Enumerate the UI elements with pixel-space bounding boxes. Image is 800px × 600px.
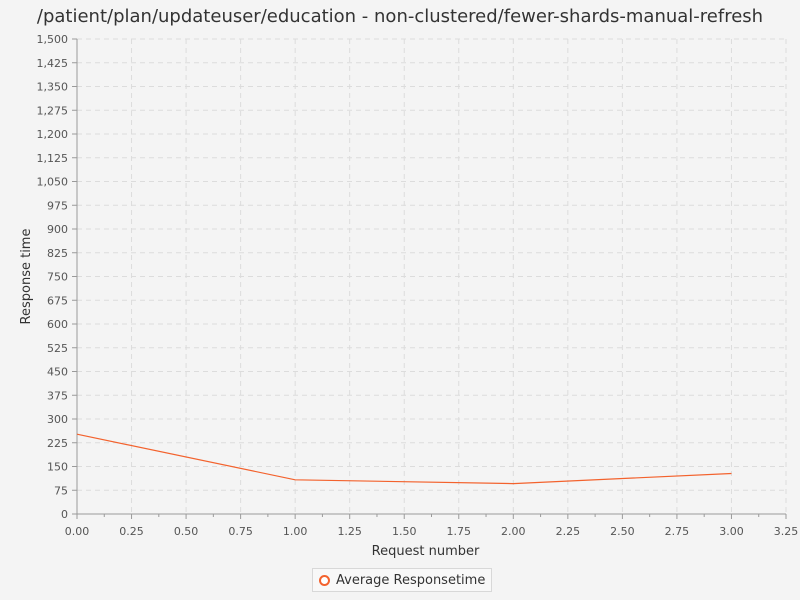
y-tick-label: 375 bbox=[47, 389, 68, 402]
y-tick-label: 0 bbox=[61, 508, 68, 521]
x-tick-label: 2.75 bbox=[665, 525, 690, 538]
x-tick-label: 0.50 bbox=[174, 525, 199, 538]
x-tick-label: 2.50 bbox=[610, 525, 635, 538]
y-tick-label: 750 bbox=[47, 271, 68, 284]
legend: Average Responsetime bbox=[312, 568, 492, 592]
legend-label: Average Responsetime bbox=[336, 573, 485, 588]
y-tick-label: 675 bbox=[47, 294, 68, 307]
x-tick-label: 1.25 bbox=[337, 525, 362, 538]
x-tick-label: 1.75 bbox=[447, 525, 472, 538]
x-axis-title: Request number bbox=[372, 544, 480, 559]
y-tick-label: 600 bbox=[47, 318, 68, 331]
legend-marker-icon bbox=[319, 575, 330, 586]
x-tick-label: 2.25 bbox=[556, 525, 581, 538]
y-tick-label: 450 bbox=[47, 366, 68, 379]
x-tick-label: 0.25 bbox=[119, 525, 144, 538]
x-tick-label: 2.00 bbox=[501, 525, 526, 538]
y-tick-label: 150 bbox=[47, 461, 68, 474]
y-tick-label: 1,050 bbox=[37, 176, 69, 189]
y-tick-label: 225 bbox=[47, 437, 68, 450]
y-tick-label: 1,500 bbox=[37, 33, 69, 46]
y-tick-label: 1,200 bbox=[37, 128, 69, 141]
y-tick-label: 1,425 bbox=[37, 57, 69, 70]
y-tick-label: 975 bbox=[47, 199, 68, 212]
y-axis-title: Response time bbox=[19, 229, 34, 325]
x-tick-label: 0.75 bbox=[228, 525, 253, 538]
x-tick-label: 3.00 bbox=[719, 525, 744, 538]
x-tick-label: 1.50 bbox=[392, 525, 417, 538]
y-tick-label: 525 bbox=[47, 342, 68, 355]
y-tick-label: 825 bbox=[47, 247, 68, 260]
x-tick-label: 1.00 bbox=[283, 525, 308, 538]
grid-lines bbox=[77, 39, 786, 514]
y-tick-label: 1,350 bbox=[37, 81, 69, 94]
y-tick-label: 75 bbox=[54, 484, 68, 497]
x-tick-label: 3.25 bbox=[774, 525, 799, 538]
y-tick-label: 1,275 bbox=[37, 104, 69, 117]
y-tick-label: 1,125 bbox=[37, 152, 69, 165]
y-tick-label: 300 bbox=[47, 413, 68, 426]
x-tick-label: 0.00 bbox=[65, 525, 90, 538]
y-tick-label: 900 bbox=[47, 223, 68, 236]
